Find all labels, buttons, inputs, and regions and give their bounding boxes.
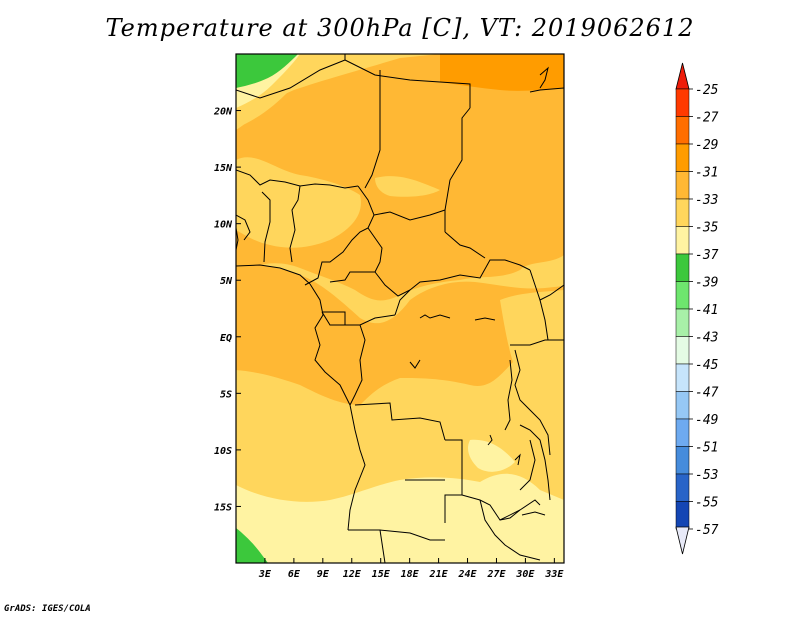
colorbar-swatch	[675, 336, 690, 365]
lon-tick-label: 18E	[401, 569, 420, 580]
colorbar: -25 -27 -29 -31 -33 -35 -37 -39 -41 -43 -45 -47 -49 -…	[675, 62, 719, 555]
lon-tick-label: 6E	[288, 569, 301, 580]
colorbar-swatch	[675, 473, 690, 502]
colorbar-label: -29	[695, 138, 718, 153]
colorbar-label: -57	[695, 523, 719, 538]
band-minus-31-east	[500, 290, 564, 420]
colorbar-label: -41	[695, 303, 718, 318]
colorbar-label: -55	[695, 496, 719, 511]
colorbar-swatch	[675, 281, 690, 310]
colorbar-label: -27	[695, 111, 719, 126]
lat-tick-label: 5N	[220, 276, 233, 287]
colorbar-swatch	[675, 253, 690, 282]
colorbar-swatch	[675, 501, 690, 530]
colorbar-swatch	[675, 446, 690, 475]
colorbar-top-arrow	[675, 62, 690, 90]
colorbar-swatch	[675, 88, 690, 117]
lon-tick-label: 24E	[457, 569, 477, 580]
band-minus-27-northeast	[440, 54, 564, 91]
colorbar-label: -33	[695, 193, 718, 208]
colorbar-swatch	[675, 418, 690, 447]
colorbar-swatch	[675, 171, 690, 200]
colorbar-label: -53	[695, 468, 718, 483]
temperature-fill-layer	[236, 54, 564, 563]
colorbar-label: -47	[695, 386, 719, 401]
colorbar-label: -45	[695, 358, 719, 373]
colorbar-label: -39	[695, 276, 718, 291]
colorbar-swatch	[675, 363, 690, 392]
colorbar-label: -35	[695, 221, 719, 236]
band-minus-33-southeast	[467, 439, 515, 472]
lat-tick-label: 5S	[220, 389, 232, 400]
colorbar-swatch	[675, 116, 690, 145]
band-minus-33-south	[236, 473, 564, 563]
band-minus-31-sahel	[236, 157, 361, 248]
band-minus-35-southwest	[236, 528, 268, 563]
grads-credit: GrADS: IGES/COLA	[4, 604, 91, 614]
colorbar-label: -51	[695, 441, 718, 456]
longitude-axis: 3E 6E 9E 12E 15E 18E 21E 24E 27E 30E 33E	[258, 558, 564, 580]
lon-tick-label: 30E	[515, 569, 535, 580]
map-frame	[235, 53, 565, 564]
colorbar-swatch	[675, 391, 690, 420]
colorbar-label: -49	[695, 413, 718, 428]
colorbar-swatch	[675, 308, 690, 337]
colorbar-swatch	[675, 143, 690, 172]
lat-tick-label: 10N	[214, 220, 233, 231]
lon-tick-label: 15E	[372, 569, 391, 580]
lon-tick-label: 12E	[343, 569, 362, 580]
colorbar-label: -25	[695, 83, 719, 98]
lon-tick-label: 3E	[258, 569, 272, 580]
lat-tick-label: 10S	[214, 446, 232, 457]
colorbar-label: -31	[695, 166, 718, 181]
lon-tick-label: 21E	[429, 569, 449, 580]
lon-tick-label: 33E	[544, 569, 564, 580]
lat-tick-label: 15S	[214, 502, 232, 513]
lat-tick-label: EQ	[220, 333, 232, 344]
lat-tick-label: 15N	[214, 163, 233, 174]
lon-tick-label: 27E	[486, 569, 506, 580]
country-borders	[236, 54, 564, 563]
colorbar-label: -37	[695, 248, 719, 263]
latitude-axis: 20N 15N 10N 5N EQ 5S 10S 15S	[213, 107, 241, 513]
lon-tick-label: 9E	[317, 569, 330, 580]
colorbar-swatch	[675, 198, 690, 227]
band-minus-35-northwest	[236, 54, 298, 88]
colorbar-swatch	[675, 226, 690, 255]
lat-tick-label: 20N	[213, 107, 233, 118]
colorbar-bottom-arrow	[675, 526, 690, 555]
colorbar-label: -43	[695, 331, 718, 346]
band-minus-31-chad	[375, 176, 440, 197]
map-title: Temperature at 300hPa [C], VT: 201906261…	[105, 14, 695, 42]
